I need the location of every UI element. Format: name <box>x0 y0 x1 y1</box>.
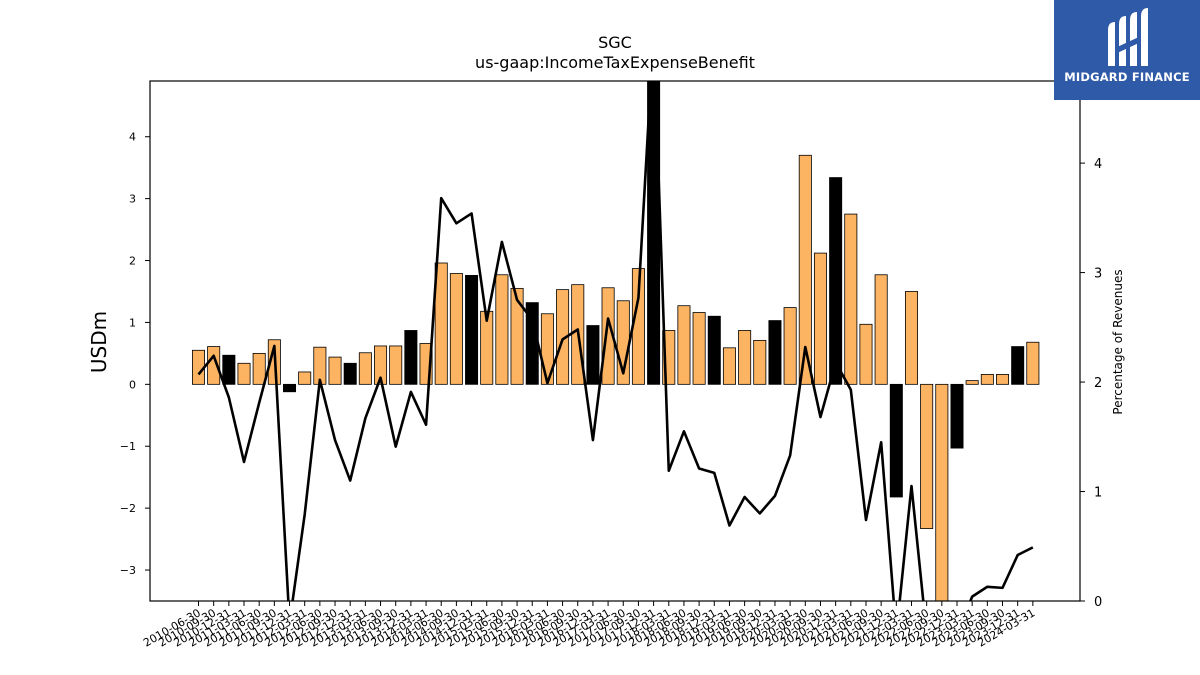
bar <box>904 291 918 385</box>
y-tick-label: −1 <box>120 440 136 453</box>
bar <box>252 352 266 385</box>
bar <box>449 273 463 385</box>
plot-content <box>191 81 1040 601</box>
logo-mark-icon <box>1108 8 1148 66</box>
y2-tick-label: 1 <box>1094 486 1102 501</box>
bar <box>358 352 372 385</box>
bar <box>783 307 797 385</box>
bar <box>844 213 858 385</box>
bar <box>510 287 524 385</box>
bar <box>920 383 934 529</box>
bar <box>753 339 767 385</box>
bar <box>965 380 979 385</box>
y2-tick-label: 3 <box>1094 267 1102 282</box>
bar <box>222 354 236 385</box>
bar <box>813 252 827 385</box>
y-tick-label: 1 <box>129 316 136 329</box>
percentage-line <box>197 81 1034 601</box>
bar <box>465 274 479 385</box>
bar <box>586 325 600 385</box>
bar <box>1011 346 1025 385</box>
bar <box>889 383 903 498</box>
y-tick-label: 3 <box>129 193 136 206</box>
bar <box>980 374 994 385</box>
bar <box>996 374 1010 385</box>
bar <box>207 346 221 385</box>
y2-tick-label: 4 <box>1094 157 1102 172</box>
chart-title: SGC <box>598 33 632 52</box>
y-tick-label: −2 <box>120 502 136 515</box>
y2-axis-label: Percentage of Revenues <box>1111 269 1125 414</box>
bar <box>707 315 721 385</box>
bar <box>935 383 949 601</box>
y-tick-label: 2 <box>129 255 136 268</box>
bar <box>738 330 752 385</box>
bar <box>480 310 494 385</box>
plot-frame <box>149 80 1081 602</box>
bar <box>798 154 812 385</box>
bar <box>389 345 403 385</box>
y-axis-label: USDm <box>87 311 111 373</box>
bar <box>556 289 570 385</box>
bar <box>374 345 388 385</box>
y-tick-label: 0 <box>129 378 136 391</box>
bar <box>950 383 964 449</box>
bar <box>692 312 706 385</box>
y2-tick-label: 2 <box>1094 376 1102 391</box>
chart-subtitle: us-gaap:IncomeTaxExpenseBenefit <box>475 53 755 72</box>
bar <box>859 323 873 385</box>
bar <box>237 362 251 385</box>
bar <box>283 383 297 393</box>
bar <box>1026 341 1040 385</box>
logo-text: MIDGARD FINANCE <box>1064 70 1190 84</box>
plot-area: −3−2−101234012342010-06-302010-09-302010… <box>120 80 1102 650</box>
bar <box>328 356 342 385</box>
bar <box>298 371 312 385</box>
bar <box>343 362 357 385</box>
y-tick-label: −3 <box>120 564 136 577</box>
bar <box>404 330 418 385</box>
bar <box>495 274 509 385</box>
bar <box>874 274 888 385</box>
bar <box>722 347 736 385</box>
y-tick-label: 4 <box>129 131 136 144</box>
bar <box>434 262 448 385</box>
y2-tick-label: 0 <box>1094 595 1102 610</box>
bar <box>768 320 782 385</box>
bar <box>829 177 843 385</box>
bar <box>677 305 691 385</box>
company-logo: MIDGARD FINANCE <box>1054 0 1200 100</box>
